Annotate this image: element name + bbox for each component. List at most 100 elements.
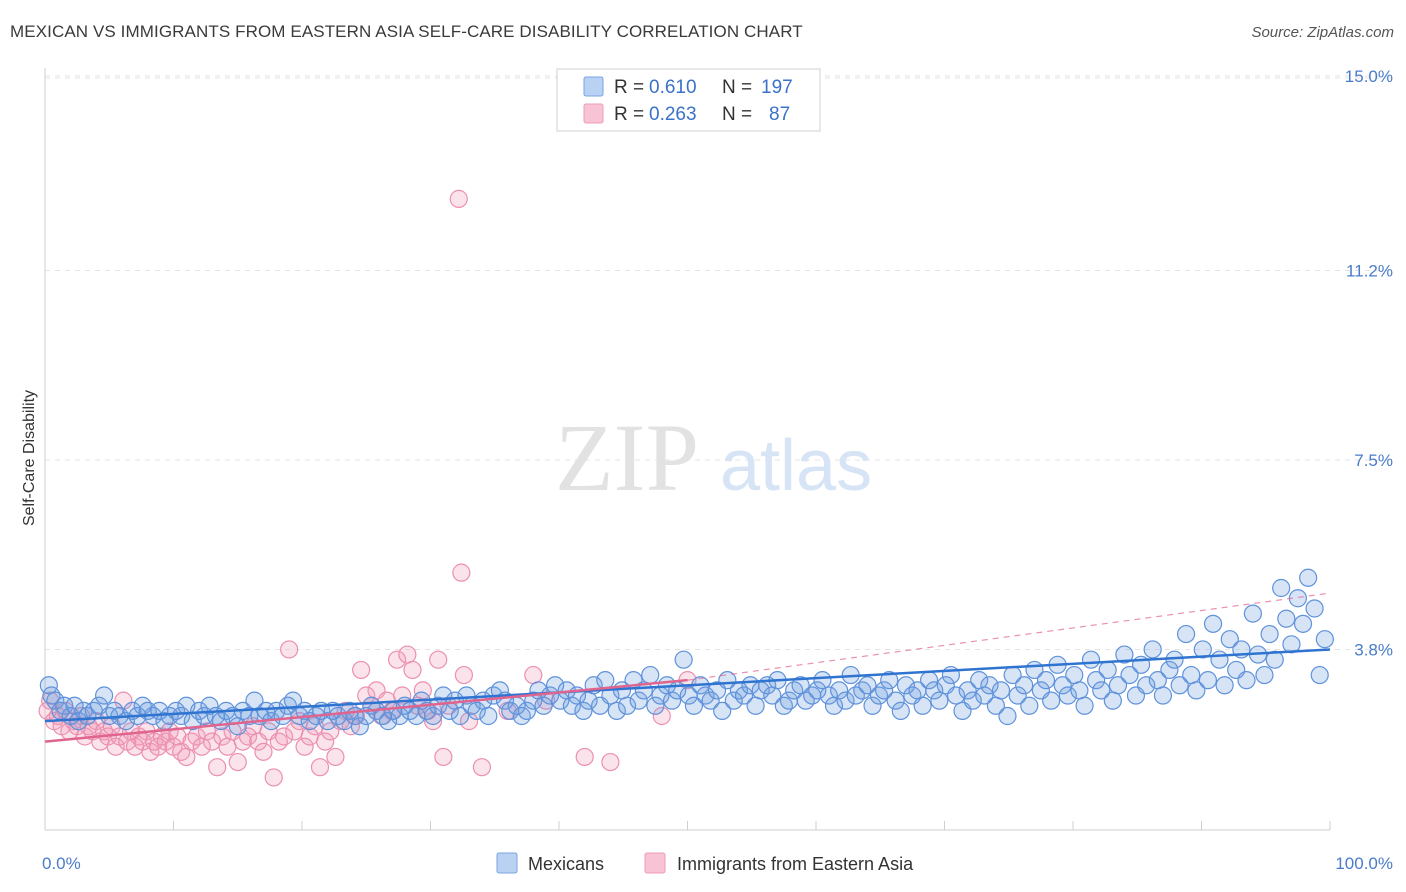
mexicans-point-149	[858, 676, 877, 695]
mexicans-point-125	[724, 691, 743, 710]
mexicans-point-176	[1008, 686, 1027, 705]
mexicans-point-118	[684, 696, 704, 715]
stats-n-value-1: 197	[761, 77, 793, 98]
eastern-asia-point-59	[295, 737, 314, 756]
eastern-asia-point-65	[326, 747, 345, 767]
watermark-zip: ZIP	[555, 404, 699, 511]
eastern-asia-point-88	[449, 189, 468, 208]
mexicans-point-63	[378, 712, 398, 731]
legend-label-eastern-asia: Immigrants from Eastern Asia	[677, 854, 914, 874]
eastern-asia-point-63	[316, 732, 335, 751]
mexicans-point-144	[830, 681, 849, 700]
mexicans-point-12	[95, 686, 114, 705]
bottom-legend: Mexicans Immigrants from Eastern Asia	[496, 852, 914, 874]
mexicans-point-81	[479, 706, 498, 726]
mexicans-point-76	[450, 706, 470, 726]
mexicans-point-14	[105, 701, 124, 720]
eastern-asia-point-43	[213, 727, 232, 746]
mexicans-point-231	[1315, 630, 1334, 649]
mexicans-point-151	[869, 686, 889, 705]
mexicans-point-178	[1020, 696, 1039, 715]
mexicans-point-205	[1170, 676, 1189, 695]
eastern-asia-trend-line	[44, 678, 688, 743]
legend-swatch-eastern-asia	[644, 852, 666, 874]
mexicans-point-211	[1203, 614, 1223, 633]
mexicans-point-214	[1220, 630, 1239, 649]
mexicans-point-165	[946, 686, 966, 705]
mexicans-point-161	[925, 681, 944, 700]
mexicans-point-229	[1305, 599, 1324, 618]
eastern-asia-point-18	[106, 737, 125, 756]
eastern-asia-point-46	[228, 752, 247, 772]
mexicans-point-193	[1103, 691, 1122, 710]
mexicans-point-26	[172, 706, 191, 726]
mexicans-point-228	[1299, 568, 1318, 587]
mexicans-point-212	[1210, 650, 1229, 669]
mexicans-point-153	[880, 671, 899, 690]
mexicans-point-177	[1015, 676, 1034, 695]
mexicans-point-170	[975, 686, 994, 705]
mexicans-point-207	[1182, 665, 1201, 685]
mexicans-point-154	[886, 691, 905, 710]
y-tick-label-0: 15.0%	[1345, 67, 1393, 86]
mexicans-point-123	[713, 701, 732, 720]
mexicans-point-116	[674, 650, 693, 669]
watermark-atlas: atlas	[720, 426, 872, 506]
legend-label-mexicans: Mexicans	[528, 854, 604, 874]
mexicans-point-58	[350, 717, 369, 736]
eastern-asia-point-55	[274, 727, 294, 746]
eastern-asia-point-91	[459, 712, 479, 731]
mexicans-point-181	[1036, 671, 1056, 690]
mexicans-point-162	[930, 691, 949, 710]
mexicans-point-145	[836, 691, 855, 710]
y-tick-label-3: 3.8%	[1354, 640, 1393, 659]
mexicans-point-46	[283, 691, 303, 710]
eastern-asia-trend-line-dashed	[687, 592, 1331, 681]
mexicans-point-104	[607, 701, 626, 720]
mexicans-point-174	[998, 706, 1017, 726]
eastern-asia-point-42	[208, 758, 227, 777]
mexicans-point-223	[1272, 578, 1291, 598]
stats-n-label-1: N =	[722, 77, 752, 98]
mexicans-point-184	[1053, 676, 1072, 695]
mexicans-point-167	[958, 681, 977, 700]
mexicans-point-98	[574, 701, 593, 720]
mexicans-point-88	[517, 701, 536, 720]
mexicans-point-221	[1260, 624, 1279, 644]
mexicans-point-92	[540, 686, 560, 705]
stats-n-label-2: N =	[722, 104, 752, 125]
mexicans-point-230	[1310, 665, 1329, 685]
eastern-asia-point-56	[280, 640, 299, 659]
mexicans-point-134	[774, 696, 793, 715]
eastern-asia-point-62	[310, 758, 330, 777]
mexicans-point-188	[1075, 696, 1094, 715]
mexicans-trend-line	[44, 648, 1331, 723]
mexicans-point-91	[534, 696, 553, 715]
mexicans-point-150	[863, 696, 882, 715]
mexicans-point-206	[1176, 624, 1196, 644]
mexicans-point-213	[1215, 676, 1234, 695]
mexicans-point-222	[1265, 650, 1284, 669]
mexicans-point-71	[423, 706, 443, 726]
stats-n-value-2: 87	[769, 104, 790, 125]
mexicans-point-106	[618, 696, 637, 715]
mexicans-point-109	[634, 681, 653, 700]
mexicans-point-159	[913, 696, 932, 715]
eastern-asia-point-54	[269, 732, 288, 751]
eastern-asia-point-44	[218, 737, 237, 756]
mexicans-point-152	[875, 681, 894, 700]
eastern-asia-point-94	[524, 665, 543, 685]
mexicans-point-185	[1058, 686, 1077, 705]
mexicans-point-127	[734, 686, 754, 705]
mexicans-point-199	[1137, 676, 1156, 695]
eastern-asia-point-89	[452, 563, 471, 582]
eastern-asia-point-70	[352, 660, 371, 680]
eastern-asia-point-98	[652, 706, 671, 726]
mexicans-point-196	[1120, 665, 1139, 685]
mexicans-point-173	[991, 681, 1011, 700]
mexicans-point-190	[1087, 671, 1106, 690]
mexicans-point-156	[896, 676, 916, 695]
mexicans-point-155	[891, 701, 910, 720]
mexicans-point-192	[1098, 660, 1117, 680]
